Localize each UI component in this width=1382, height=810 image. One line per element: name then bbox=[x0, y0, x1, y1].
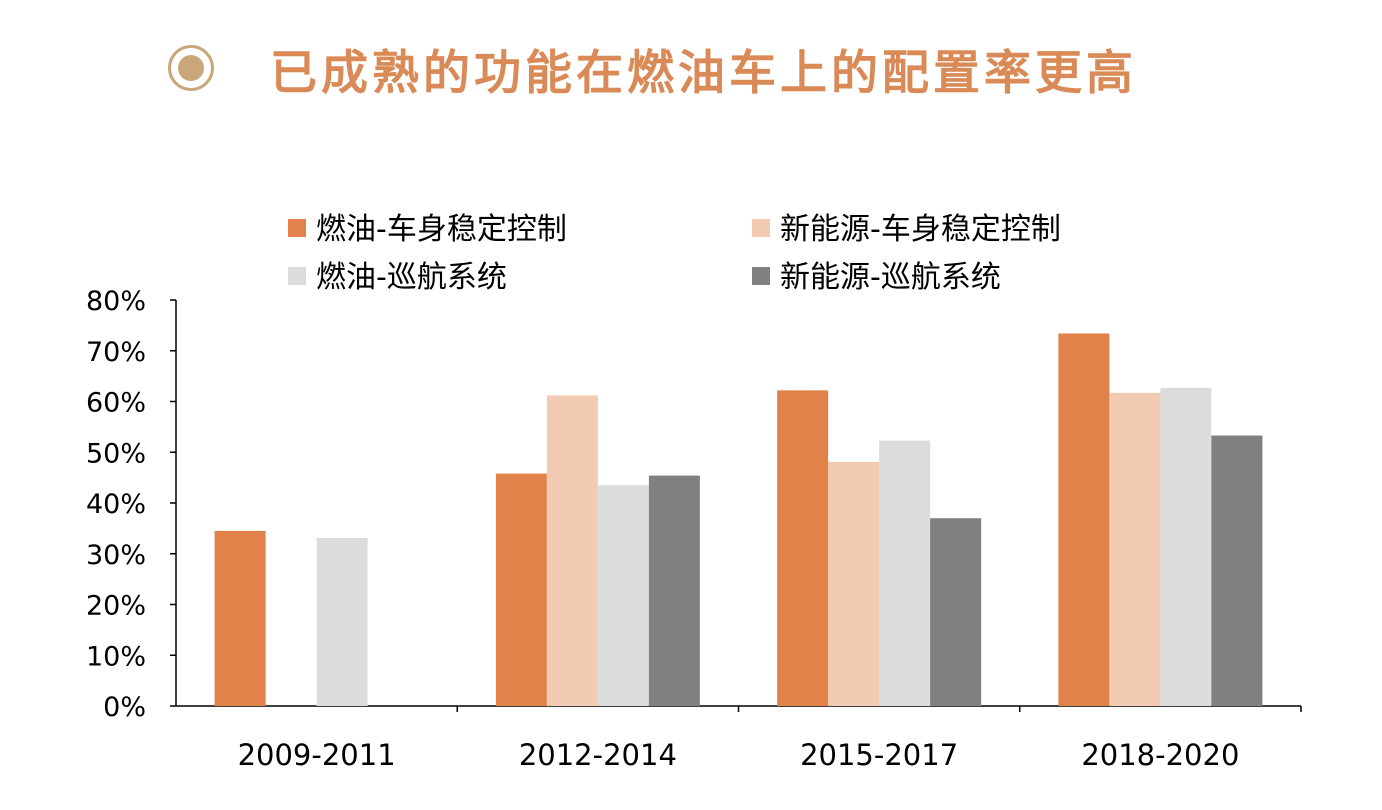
y-tick-label: 20% bbox=[86, 591, 146, 622]
bar bbox=[546, 395, 598, 706]
page-title: 已成熟的功能在燃油车上的配置率更高 bbox=[270, 45, 1137, 101]
bar bbox=[597, 485, 649, 706]
bar bbox=[1211, 435, 1263, 706]
legend-label: 燃油-巡航系统 bbox=[316, 260, 507, 295]
bar bbox=[930, 518, 982, 706]
bar bbox=[777, 390, 829, 706]
target-icon-dot bbox=[178, 55, 204, 81]
y-tick-label: 10% bbox=[86, 641, 146, 672]
x-tick-label: 2012-2014 bbox=[519, 738, 677, 772]
bar bbox=[495, 473, 547, 706]
bar bbox=[1058, 333, 1110, 706]
legend-label: 新能源-车身稳定控制 bbox=[780, 212, 1061, 247]
legend-swatch bbox=[288, 219, 306, 237]
bar bbox=[648, 475, 700, 706]
x-tick-label: 2018-2020 bbox=[1081, 738, 1239, 772]
bar bbox=[316, 538, 368, 706]
bar bbox=[828, 461, 880, 706]
title-row: 已成熟的功能在燃油车上的配置率更高 bbox=[168, 28, 1137, 108]
y-tick-label: 40% bbox=[86, 489, 146, 520]
y-tick-label: 80% bbox=[86, 286, 146, 317]
target-icon bbox=[168, 45, 214, 91]
bar bbox=[1160, 387, 1212, 706]
x-tick-label: 2015-2017 bbox=[800, 738, 958, 772]
x-tick-label: 2009-2011 bbox=[238, 738, 396, 772]
y-tick-label: 30% bbox=[86, 540, 146, 571]
legend-swatch bbox=[752, 219, 770, 237]
y-tick-label: 70% bbox=[86, 337, 146, 368]
y-tick-label: 0% bbox=[103, 692, 146, 723]
bar bbox=[214, 530, 266, 706]
bar bbox=[879, 440, 931, 706]
legend-label: 燃油-车身稳定控制 bbox=[316, 212, 567, 247]
y-tick-label: 50% bbox=[86, 438, 146, 469]
legend-swatch bbox=[752, 267, 770, 285]
bar bbox=[1109, 392, 1161, 706]
legend-swatch bbox=[288, 267, 306, 285]
y-tick-label: 60% bbox=[86, 388, 146, 419]
legend-label: 新能源-巡航系统 bbox=[780, 260, 1001, 295]
